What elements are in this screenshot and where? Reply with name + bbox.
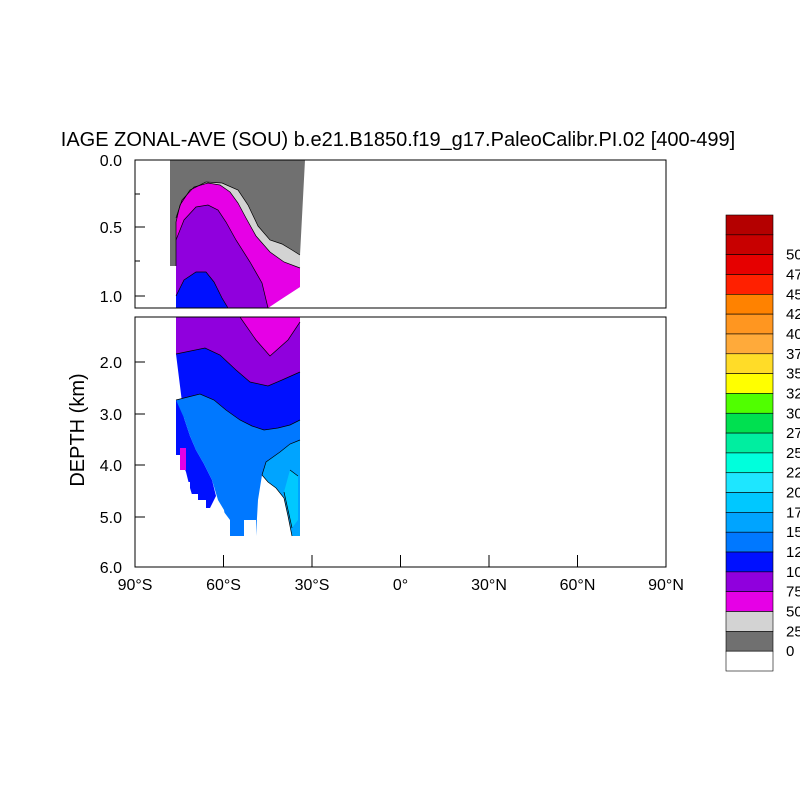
y-tick-label: 4.0 (100, 458, 122, 475)
y-tick-label: 5.0 (100, 510, 122, 527)
upper-contour-lines (175, 181, 301, 308)
contour-fill-25 (170, 160, 305, 266)
colorbar-swatch (725, 274, 774, 295)
bottom-topography-mask (176, 455, 300, 567)
y-tick-label: 1.0 (100, 289, 122, 306)
colorbar-swatch (725, 492, 774, 513)
y-tick-label: 0.0 (100, 153, 122, 170)
x-tick-label: 30°S (295, 577, 330, 594)
y-axis-label: DEPTH (km) (67, 373, 89, 486)
colorbar-swatch (725, 650, 774, 672)
colorbar-label: 475 (786, 266, 800, 283)
colorbar: 0 25 50 75 100 125 150 175 200 225 250 275 300 325 350… (725, 214, 800, 672)
colorbar-label: 300 (786, 405, 800, 422)
colorbar-label: 275 (786, 425, 800, 442)
y-tick-label: 3.0 (100, 407, 122, 424)
contour-fill-125-lower (176, 348, 300, 508)
x-tick-label: 90°S (118, 577, 153, 594)
x-tick-label: 30°N (471, 577, 507, 594)
colorbar-swatch (725, 531, 774, 553)
colorbar-swatch (725, 234, 774, 255)
contour-fill-200-lower (284, 470, 298, 528)
colorbar-swatch (725, 591, 774, 612)
contour-line-175-lower (261, 439, 301, 537)
colorbar-label: 250 (786, 445, 800, 462)
colorbar-label: 225 (786, 465, 800, 482)
y-tick-label: 0.5 (100, 220, 122, 237)
colorbar-label: 500 (786, 247, 800, 264)
colorbar-swatch (725, 254, 774, 275)
colorbar-label: 50 (786, 604, 800, 621)
colorbar-swatch (725, 353, 774, 374)
contour-fill-75-deep (180, 448, 186, 470)
x-tick-label: 90°N (648, 577, 684, 594)
lower-y-ticks (135, 361, 145, 568)
contour-fill-75-lower (176, 317, 300, 356)
colorbar-swatch (725, 551, 774, 573)
contour-line-150-lower (175, 393, 301, 431)
contour-line-125-lower (175, 347, 301, 387)
colorbar-label: 25 (786, 623, 800, 640)
colorbar-label: 75 (786, 584, 800, 601)
colorbar-label: 200 (786, 485, 800, 502)
x-ticks (134, 555, 667, 567)
colorbar-swatch (725, 611, 774, 632)
y-tick-label: 6.0 (100, 560, 122, 577)
colorbar-swatch (725, 333, 774, 355)
colorbar-label: 450 (786, 286, 800, 303)
upper-y-ticks (135, 159, 145, 297)
colorbar-swatch (725, 294, 774, 315)
contour-line-200-lower (283, 469, 299, 529)
colorbar-label: 350 (786, 366, 800, 383)
colorbar-swatch (725, 452, 774, 474)
colorbar-swatch (725, 571, 774, 592)
colorbar-swatch (725, 393, 774, 414)
colorbar-swatch (725, 631, 774, 652)
contour-line-75 (175, 204, 269, 308)
lower-panel-fills (176, 317, 300, 567)
chart-title: IAGE ZONAL-AVE (SOU) b.e21.B1850.f19_g17… (61, 129, 735, 151)
y-tick-label: 2.0 (100, 355, 122, 372)
contour-fill-125 (176, 272, 228, 308)
colorbar-swatch (725, 214, 774, 236)
colorbar-swatch (725, 472, 774, 493)
colorbar-label: 325 (786, 385, 800, 402)
colorbar-label: 425 (786, 306, 800, 323)
colorbar-label: 125 (786, 544, 800, 561)
colorbar-swatch (725, 373, 774, 394)
contour-line-50 (175, 182, 301, 269)
colorbar-label: 150 (786, 524, 800, 541)
x-tick-label: 60°N (560, 577, 596, 594)
colorbar-swatch (725, 412, 774, 434)
contour-line-100-lower (239, 317, 301, 357)
upper-panel-frame (134, 159, 667, 309)
contour-line-100 (175, 271, 229, 308)
colorbar-swatch (725, 432, 774, 454)
colorbar-label: 0 (786, 643, 794, 660)
upper-panel-fills (170, 160, 305, 308)
colorbar-label: 100 (786, 564, 800, 581)
x-tick-label: 60°S (206, 577, 241, 594)
contour-fill-100-lower (176, 317, 300, 386)
x-tick-label: 0° (393, 577, 408, 594)
colorbar-label: 400 (786, 326, 800, 343)
colorbar-label: 175 (786, 504, 800, 521)
colorbar-swatch (725, 512, 774, 533)
colorbar-swatch (725, 313, 774, 335)
colorbar-label: 375 (786, 346, 800, 363)
lower-contour-lines (175, 317, 301, 537)
